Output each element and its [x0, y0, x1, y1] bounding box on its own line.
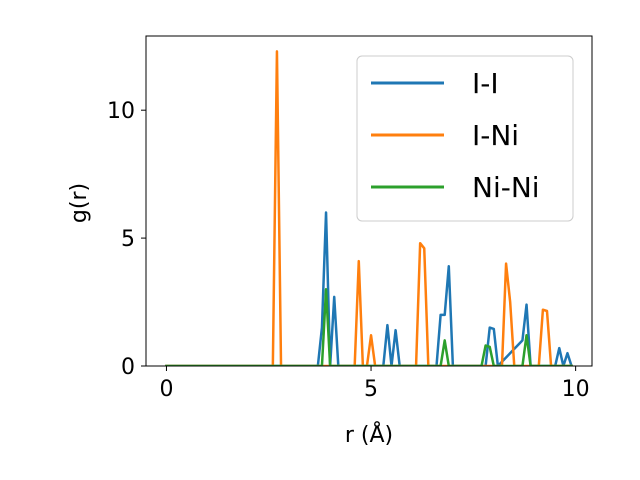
y-tick-label: 5	[121, 227, 135, 252]
series-lines	[165, 50, 573, 366]
legend: I-I I-Ni Ni-Ni	[356, 55, 574, 222]
y-tick-label: 0	[121, 355, 135, 380]
x-tick-label: 5	[364, 377, 378, 402]
plot-frame	[145, 35, 593, 367]
y-tick-label: 10	[107, 99, 135, 124]
x-tick-label: 10	[562, 377, 590, 402]
legend-label-ni-ni: Ni-Ni	[472, 171, 540, 204]
plot-area	[145, 35, 593, 367]
legend-label-i-ni: I-Ni	[472, 119, 519, 152]
x-axis-label: r (Å)	[345, 421, 393, 448]
x-tick-label: 0	[159, 377, 173, 402]
legend-box	[356, 55, 574, 222]
x-axis: 0 5 10	[159, 366, 590, 402]
series-line-i-ni	[165, 50, 573, 366]
series-line-i-i	[165, 211, 573, 366]
y-axis: 0 5 10	[107, 99, 146, 380]
y-axis-label: g(r)	[67, 183, 92, 223]
series-line-ni-ni	[165, 288, 573, 366]
legend-label-i-i: I-I	[472, 67, 499, 100]
